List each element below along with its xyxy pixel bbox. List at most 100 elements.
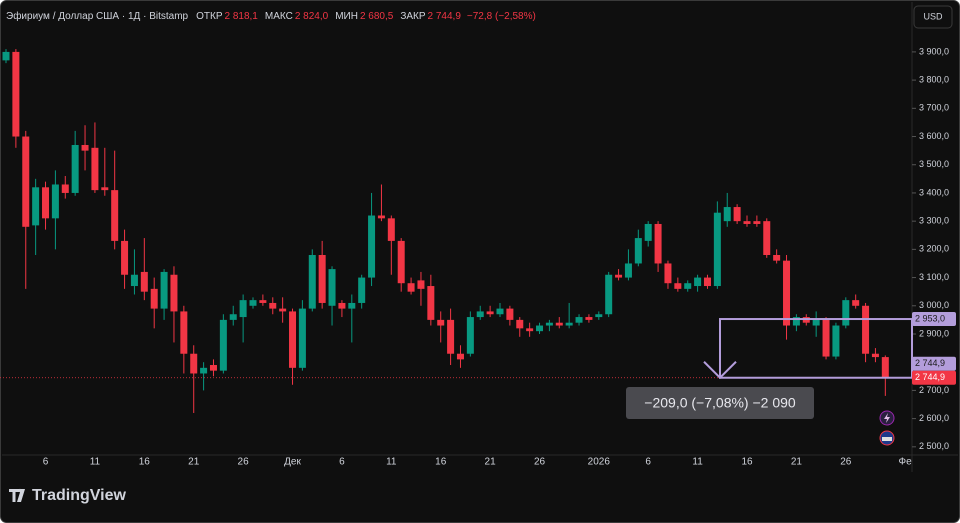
x-tick-label: 16 (139, 457, 151, 468)
candle-body (713, 212, 721, 287)
candle-body (358, 277, 366, 303)
x-tick-label: 26 (534, 457, 546, 468)
field-name: МАКС (265, 11, 293, 22)
y-tick-label: 3 800,0 (919, 74, 949, 84)
x-tick-label: 16 (435, 457, 447, 468)
y-tick-label: 3 400,0 (919, 187, 949, 197)
candle-body (852, 300, 860, 306)
x-tick-label: 21 (791, 457, 803, 468)
x-tick-label: Фе (898, 457, 912, 468)
candle-body (871, 353, 879, 358)
candle-body (318, 255, 326, 303)
price-marker (912, 312, 956, 327)
field-name: МИН (335, 11, 358, 22)
candle-body (763, 221, 771, 256)
measure-label: −209,0 (−7,08%) −2 090 (644, 395, 796, 411)
x-tick-label: 6 (645, 457, 651, 468)
logo (9, 488, 25, 502)
y-tick-label: 2 600,0 (919, 413, 949, 423)
candle-body (219, 319, 227, 371)
currency[interactable]: USD (923, 11, 943, 21)
x-tick-label: 21 (485, 457, 497, 468)
candle-body (783, 260, 791, 326)
field-name: ЗАКР (400, 11, 426, 22)
candle-body (338, 302, 346, 309)
candle-body (150, 288, 158, 309)
candle-body (674, 283, 682, 289)
candle-body (733, 207, 741, 222)
candle-body (91, 147, 99, 191)
field-value: 2 818,1 (225, 11, 259, 22)
change: −72,8 (−2,58%) (467, 11, 536, 22)
candle-body (694, 277, 702, 287)
candle-body (466, 317, 474, 354)
candle-body (140, 271, 148, 292)
candle-body (792, 317, 800, 326)
candle-body (654, 223, 662, 264)
candle-body (536, 325, 544, 332)
candle-body (595, 314, 603, 318)
x-tick-label: 16 (741, 457, 753, 468)
candle-body (190, 353, 198, 374)
candle-body (664, 263, 672, 284)
candle-body (308, 255, 316, 309)
y-tick-label: 3 700,0 (919, 103, 949, 113)
candle-body (575, 317, 583, 323)
price-marker (912, 370, 956, 385)
price-marker (912, 356, 956, 371)
candle-body (496, 308, 504, 315)
field-value: 2 824,0 (295, 11, 329, 22)
x-tick-label: 2026 (588, 457, 611, 468)
candle-body (160, 271, 168, 309)
y-tick-label: 3 100,0 (919, 272, 949, 282)
candle-body (348, 302, 356, 309)
candle-body (130, 274, 138, 287)
x-tick-label: 6 (339, 457, 345, 468)
measure-label-bg (626, 387, 814, 419)
candle-body (447, 319, 455, 354)
candle-body (555, 322, 563, 326)
candle-body (397, 240, 405, 284)
candle-body (585, 317, 593, 320)
x-tick-label: 26 (238, 457, 250, 468)
candle-body (200, 367, 208, 374)
candle-body (101, 187, 109, 191)
x-tick-label: 6 (43, 457, 49, 468)
brand: TradingView (32, 487, 127, 504)
candle-body (2, 51, 10, 61)
field-value: 2 680,5 (360, 11, 394, 22)
candle-body (387, 218, 395, 241)
candle-body (684, 283, 692, 289)
candle-body (437, 319, 445, 326)
candle-body (862, 305, 870, 354)
y-tick-label: 3 300,0 (919, 216, 949, 226)
y-tick-label: 3 900,0 (919, 46, 949, 56)
candle-body (812, 319, 820, 326)
x-tick-label: Дек (284, 457, 301, 468)
price-marker-label: 2 744,9 (915, 358, 945, 368)
candle-body (170, 274, 178, 312)
price-marker-label: 2 953,0 (915, 313, 945, 323)
symbol: Эфириум / Доллар США · 1Д · Bitstamp (6, 10, 189, 22)
candle-body (407, 283, 415, 292)
candle-body (269, 302, 277, 309)
currency-button[interactable] (913, 5, 953, 29)
logo-dot (18, 488, 22, 493)
candle-body (111, 190, 119, 241)
field-name: ОТКР (196, 11, 223, 22)
x-tick-label: 11 (90, 457, 101, 468)
candle-body (209, 365, 217, 371)
candle-body (298, 308, 306, 368)
logo-mark (9, 489, 25, 502)
y-tick-label: 3 200,0 (919, 244, 949, 254)
x-tick-label: 26 (840, 457, 852, 468)
candle-body (624, 263, 632, 278)
candle-body (881, 357, 889, 378)
candle-body (476, 311, 484, 318)
measure-arrowhead (703, 361, 737, 380)
candle-body (368, 215, 376, 278)
candle-body (328, 269, 336, 306)
y-tick-label: 2 500,0 (919, 441, 949, 451)
price-marker-label: 2 744,9 (915, 372, 945, 382)
candle-body (605, 274, 613, 315)
